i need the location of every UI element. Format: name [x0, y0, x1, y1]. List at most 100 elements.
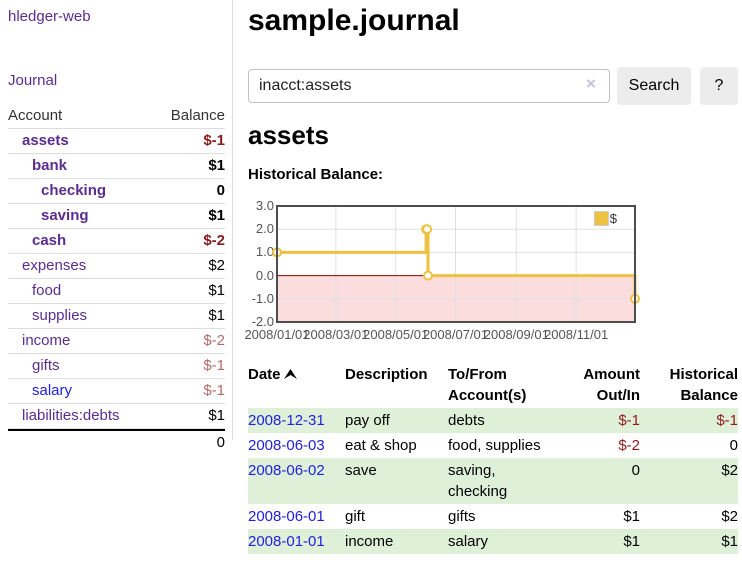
transaction-accounts: debts: [448, 408, 568, 433]
help-button[interactable]: ?: [700, 67, 738, 105]
legend-label: $: [609, 211, 617, 226]
x-axis-tick-label: 2008/07/01: [422, 327, 489, 342]
y-axis-tick-label: -2.0: [251, 314, 274, 329]
accounts-table-header: Account Balance: [8, 104, 225, 129]
column-header-date[interactable]: Date: [248, 362, 345, 408]
transaction-balance: $-1: [640, 408, 738, 433]
account-row: checking 0: [8, 179, 225, 204]
account-row: food $1: [8, 279, 225, 304]
column-header-description: Description: [345, 366, 428, 383]
transaction-amount: $1: [568, 529, 640, 554]
account-balance: $1: [208, 157, 225, 174]
transaction-date-link[interactable]: 2008-06-02: [248, 462, 325, 479]
transaction-description: save: [345, 458, 448, 504]
account-row: cash $-2: [8, 229, 225, 254]
x-axis-tick-label: 2008/09/01: [483, 327, 549, 342]
y-axis-tick-label: 0.0: [255, 267, 274, 283]
column-header-accounts: To/From Account(s): [448, 366, 527, 404]
account-link[interactable]: expenses: [22, 257, 87, 274]
y-axis-tick-label: 2.0: [255, 221, 274, 237]
register-row: 2008-06-02 save saving, checking 0 $2: [248, 458, 738, 504]
accounts-header-balance: Balance: [170, 107, 225, 124]
accounts-table: Account Balance assets $-1 bank $1 checking 0…: [8, 104, 225, 455]
chart-plot-area: $: [272, 205, 640, 323]
x-axis-tick-label: 2008/11/01: [544, 327, 609, 342]
account-balance: $-1: [203, 132, 225, 149]
y-axis-tick-label: -1.0: [251, 290, 274, 306]
register-table: Date Description To/From Account(s) Amou…: [248, 362, 738, 554]
transaction-amount: $1: [623, 508, 640, 525]
sidebar-divider: [232, 0, 233, 440]
page-title: sample.journal: [248, 4, 460, 37]
register-row: 2008-06-01 gift gifts $1 $2: [248, 504, 738, 529]
account-link[interactable]: checking: [41, 182, 107, 199]
app-title-link[interactable]: hledger-web: [8, 8, 91, 25]
accounts-header-account: Account: [8, 107, 63, 124]
transaction-description: pay off: [345, 408, 448, 433]
register-row: 2008-01-01 income salary $1 $1: [248, 529, 738, 554]
account-link[interactable]: liabilities:debts: [22, 407, 120, 424]
account-row: liabilities:debts $1: [8, 404, 225, 429]
account-balance: 0: [216, 182, 225, 199]
account-link[interactable]: gifts: [32, 357, 60, 374]
chart-legend: $: [593, 211, 617, 226]
account-link[interactable]: saving: [41, 207, 89, 224]
chart-canvas: [272, 205, 640, 323]
transaction-description: income: [345, 529, 448, 554]
date-header-label: Date: [248, 366, 281, 383]
transaction-date-link[interactable]: 2008-01-01: [248, 533, 325, 550]
account-link[interactable]: salary: [32, 382, 73, 399]
account-row: expenses $2: [8, 254, 225, 279]
chart-title: Historical Balance:: [248, 166, 384, 183]
account-balance: $-1: [203, 357, 225, 374]
account-heading: assets: [248, 120, 329, 150]
clear-search-icon[interactable]: ×: [586, 74, 596, 93]
transaction-date-link[interactable]: 2008-06-03: [248, 437, 325, 454]
transaction-amount: $-1: [568, 408, 640, 433]
legend-swatch-icon: [593, 211, 609, 226]
account-link[interactable]: food: [32, 282, 62, 299]
column-header-amount: Amount Out/In: [583, 366, 640, 404]
account-balance: $1: [208, 207, 225, 224]
transaction-date-link[interactable]: 2008-06-01: [248, 508, 325, 525]
account-balance: $1: [208, 282, 225, 299]
accounts-total-row: 0: [8, 429, 225, 455]
account-balance: $1: [208, 407, 225, 424]
account-balance: $2: [208, 257, 225, 274]
account-link[interactable]: cash: [32, 232, 67, 249]
y-axis-tick-label: 1.0: [255, 244, 274, 260]
register-row: 2008-06-03 eat & shop food, supplies $-2 0: [248, 433, 738, 458]
account-balance: $-2: [203, 332, 225, 349]
account-link[interactable]: income: [22, 332, 71, 349]
search-input[interactable]: [248, 69, 610, 103]
transaction-amount: $-2: [618, 437, 640, 454]
transaction-description: eat & shop: [345, 437, 417, 454]
account-row: salary $-1: [8, 379, 225, 404]
search-button[interactable]: Search: [617, 67, 691, 105]
sidebar-item-journal[interactable]: Journal: [8, 72, 58, 89]
account-balance: $-1: [203, 382, 225, 399]
account-row: income $-2: [8, 329, 225, 354]
x-axis-tick-label: 2008/01/01: [244, 327, 310, 342]
sort-ascending-icon: [283, 369, 297, 379]
transaction-amount: 0: [568, 458, 640, 504]
transaction-accounts: salary: [448, 529, 568, 554]
account-link[interactable]: supplies: [32, 307, 88, 324]
transaction-date-link[interactable]: 2008-12-31: [248, 412, 325, 429]
account-link[interactable]: assets: [22, 132, 69, 149]
transaction-balance: 0: [729, 437, 738, 454]
main-panel: sample.journal × Search ? assets Histori…: [244, 0, 738, 582]
transaction-accounts: gifts: [448, 508, 476, 525]
transaction-accounts: food, supplies: [448, 437, 541, 454]
register-row: 2008-12-31 pay off debts $-1 $-1: [248, 408, 738, 433]
accounts-total-value: 0: [216, 434, 225, 451]
account-row: supplies $1: [8, 304, 225, 329]
account-link[interactable]: bank: [32, 157, 68, 174]
column-header-balance: Historical Balance: [669, 366, 738, 404]
transaction-description: gift: [345, 508, 366, 525]
account-balance: $-2: [203, 232, 225, 249]
account-row: bank $1: [8, 154, 225, 179]
x-axis-tick-label: 2008/05/01: [363, 327, 429, 342]
register-header-row: Date Description To/From Account(s) Amou…: [248, 362, 738, 408]
account-row: gifts $-1: [8, 354, 225, 379]
